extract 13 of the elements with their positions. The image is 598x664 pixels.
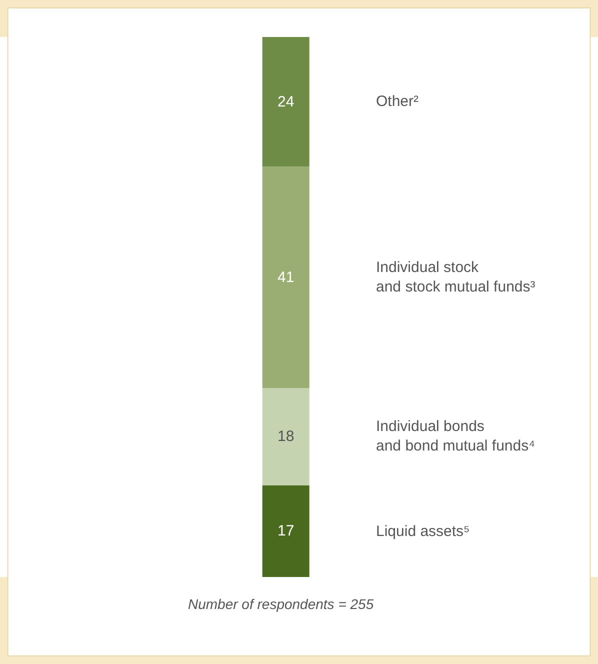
text: Individual stock and stock mutual funds³ <box>376 259 536 296</box>
bar <box>262 485 310 577</box>
bar <box>262 37 310 167</box>
data-label: 41 <box>277 268 294 286</box>
data-label: 24 <box>277 93 294 110</box>
text: Other² <box>376 93 419 110</box>
data-label: 18 <box>277 428 294 446</box>
bar <box>262 388 310 486</box>
text: Individual bonds and bond mutual funds⁴ <box>376 418 536 454</box>
bar <box>262 166 310 388</box>
text: Liquid assets⁵ <box>376 523 470 540</box>
data-label: 17 <box>277 522 294 540</box>
text: Number of respondents = 255 <box>188 596 374 612</box>
